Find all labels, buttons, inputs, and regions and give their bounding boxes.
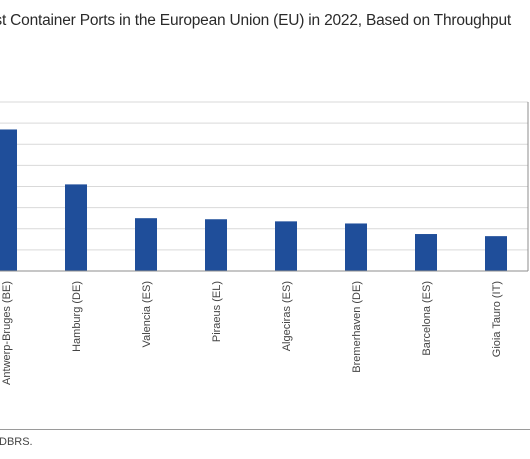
gridlines [0,101,528,251]
bar [415,234,437,271]
x-tick-labels: Antwerp-Bruges (BE) Hamburg (DE) Valencia … [1,281,503,385]
x-tick-label: Algeciras (ES) [281,281,293,351]
x-tick-label: Gioia Tauro (IT) [491,281,503,357]
bar [275,221,297,271]
x-tick-label: Piraeus (EL) [211,281,223,342]
bar [0,129,17,271]
bar [135,218,157,271]
bar [345,223,367,271]
bar [485,236,507,271]
chart-title: est Container Ports in the European Unio… [0,12,511,29]
bar [65,184,87,271]
x-tick-label: Bremerhaven (DE) [351,281,363,373]
bars [0,129,507,271]
bar [205,219,227,271]
x-tick-label: Antwerp-Bruges (BE) [1,281,13,385]
x-tick-label: Valencia (ES) [141,281,153,347]
x-tick-label: Hamburg (DE) [71,281,83,352]
x-tick-label: Barcelona (ES) [421,281,433,356]
bottom-rule [0,429,530,430]
source-note: DBRS. [0,436,33,448]
